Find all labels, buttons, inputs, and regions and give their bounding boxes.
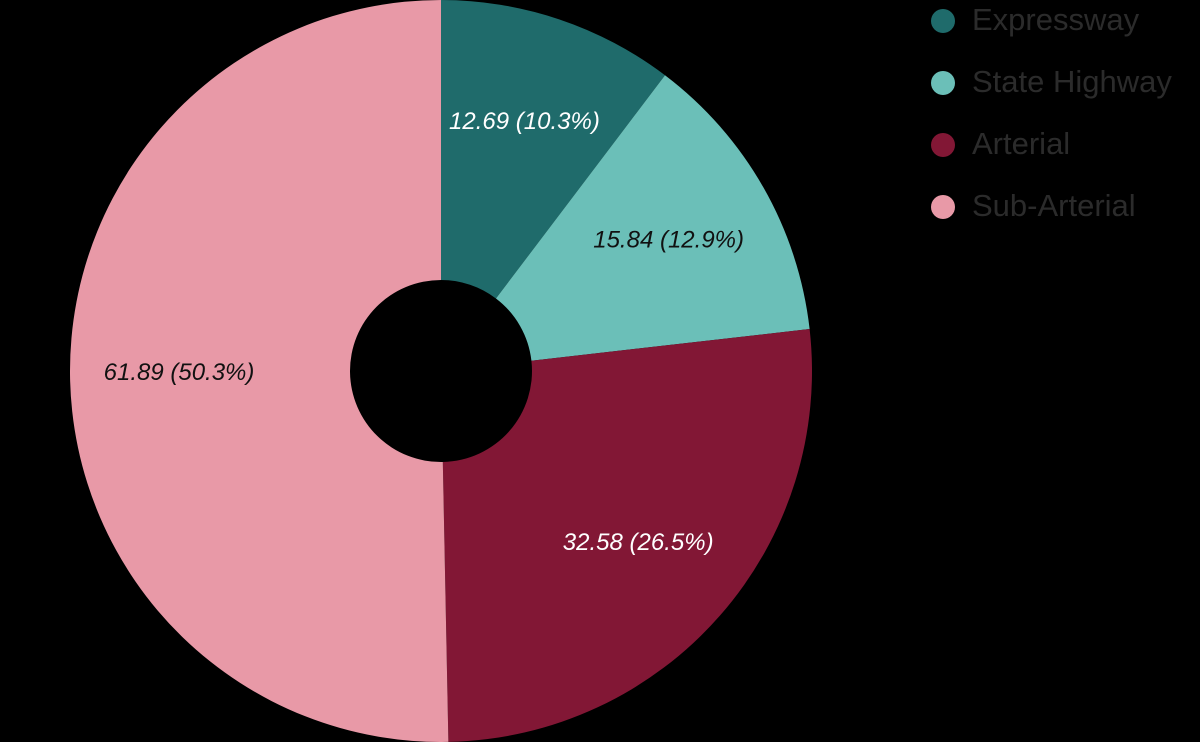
legend-marker: [931, 9, 955, 33]
slice: [69, 0, 449, 742]
slice: [441, 0, 666, 299]
legend-label: State Highway: [972, 64, 1172, 99]
slice-label: 32.58 (26.5%): [563, 529, 714, 556]
legend-label: Expressway: [972, 2, 1140, 37]
legend-label: Sub-Arterial: [972, 188, 1136, 223]
slice: [495, 75, 810, 361]
slice-label: 15.84 (12.9%): [593, 227, 744, 254]
slice-label: 61.89 (50.3%): [104, 359, 255, 386]
slice-label: 12.69 (10.3%): [449, 108, 600, 135]
legend-label: Arterial: [972, 126, 1070, 161]
slice: [442, 329, 812, 742]
legend-marker: [931, 71, 955, 95]
legend-marker: [931, 195, 955, 219]
legend-marker: [931, 133, 955, 157]
